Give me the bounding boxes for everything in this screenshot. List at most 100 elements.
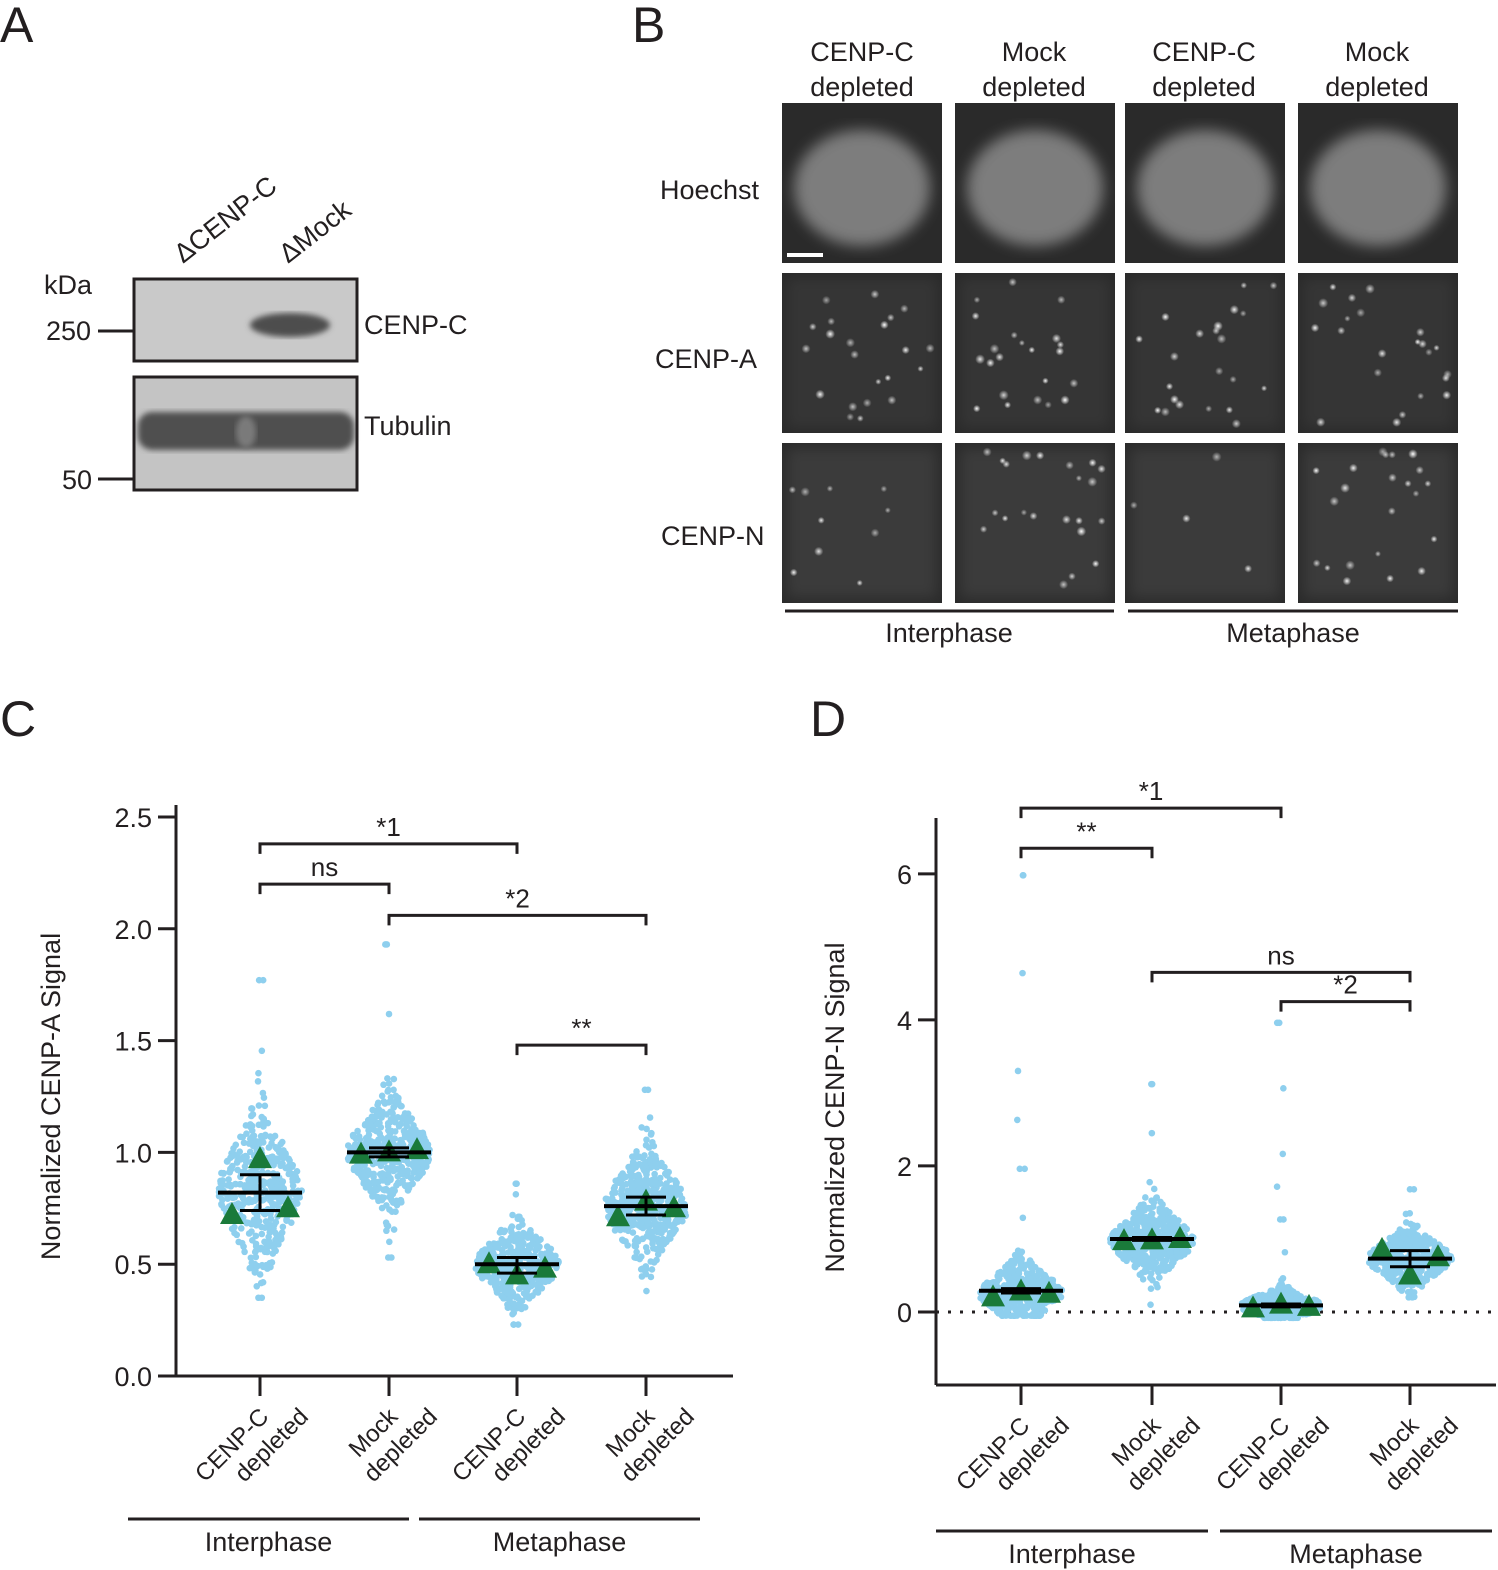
column-header: CENP-C depleted: [810, 37, 914, 102]
replicate-mean-marker: [606, 1204, 630, 1227]
data-point: [1131, 1263, 1139, 1271]
y-tick-label: 1.5: [114, 1027, 152, 1057]
data-point: [629, 1153, 636, 1160]
data-point: [537, 1236, 544, 1243]
data-point: [642, 1263, 650, 1270]
data-point: [1134, 1227, 1141, 1235]
micrograph-tile: [1298, 103, 1458, 263]
data-point: [632, 1254, 640, 1262]
y-tick-label: 6: [897, 860, 912, 890]
data-point: [379, 1108, 386, 1116]
panel-d: D 0 2 4 6 Normalized CENP-N Signal CENP-Cdepl…: [810, 691, 1496, 1569]
data-point: [257, 1244, 265, 1252]
data-point: [509, 1310, 516, 1318]
data-point: [1414, 1232, 1421, 1239]
data-point: [404, 1115, 412, 1123]
x-category-label: CENP-Cdepleted: [1211, 1392, 1335, 1516]
data-point: [678, 1195, 686, 1202]
data-point: [1150, 1185, 1158, 1193]
data-point: [356, 1136, 364, 1143]
data-point: [1389, 1237, 1397, 1244]
data-point: [268, 1193, 275, 1201]
significance-bracket: ns: [258, 852, 391, 895]
data-point: [1398, 1287, 1406, 1294]
data-point: [1165, 1265, 1173, 1273]
data-point: [238, 1239, 246, 1247]
data-point: [1028, 1264, 1035, 1272]
data-point: [532, 1247, 539, 1254]
significance-bracket: **: [1019, 816, 1154, 859]
data-point: [254, 1078, 262, 1085]
data-point: [1023, 1270, 1031, 1277]
x-category-label: Mockdepleted: [1102, 1392, 1206, 1496]
blot-cenpc: [132, 277, 359, 363]
data-point: [654, 1251, 662, 1258]
data-point: [1140, 1252, 1148, 1260]
data-point: [495, 1286, 503, 1293]
data-point: [615, 1177, 623, 1185]
data-point: [270, 1244, 278, 1252]
data-point: [634, 1181, 641, 1188]
data-point: [366, 1120, 374, 1128]
column-header: Mock depleted: [1325, 37, 1429, 102]
data-point: [382, 941, 389, 948]
data-point: [386, 1238, 393, 1246]
data-point: [1161, 1225, 1169, 1232]
data-point: [1033, 1306, 1041, 1313]
data-point: [611, 1198, 618, 1206]
data-point: [256, 1140, 263, 1147]
data-point: [548, 1253, 556, 1260]
data-point: [672, 1180, 680, 1188]
data-point: [640, 1179, 647, 1186]
data-point: [397, 1196, 404, 1204]
data-point: [401, 1182, 409, 1189]
data-point: [1281, 1248, 1289, 1256]
data-point: [1057, 1293, 1065, 1301]
data-point: [249, 1237, 256, 1244]
data-point: [234, 1166, 241, 1174]
data-point: [255, 1102, 263, 1109]
data-point: [413, 1163, 421, 1171]
data-point: [1381, 1269, 1389, 1276]
data-point: [504, 1239, 512, 1247]
data-point: [416, 1129, 423, 1137]
significance-label: ns: [311, 852, 338, 882]
data-point: [1262, 1292, 1270, 1300]
data-point: [258, 1230, 266, 1238]
micrograph-tile: [955, 103, 1115, 263]
data-point: [385, 1080, 393, 1087]
x-category-label: CENP-Cdepleted: [447, 1383, 571, 1507]
data-point: [1279, 1274, 1287, 1282]
data-point: [1372, 1265, 1380, 1273]
mean-errorbar: [979, 1287, 1063, 1295]
data-point: [643, 1136, 650, 1144]
data-point: [260, 1094, 268, 1102]
data-point: [657, 1197, 665, 1204]
column-header: Mock depleted: [982, 37, 1086, 102]
data-point: [510, 1321, 517, 1328]
data-point: [629, 1158, 637, 1166]
data-point: [664, 1236, 671, 1244]
data-point: [478, 1247, 486, 1255]
data-point: [257, 1279, 265, 1287]
data-point: [231, 1193, 239, 1201]
data-point: [637, 1219, 645, 1227]
data-point: [368, 1113, 376, 1121]
panel-c: C 0.0 0.5 1.0 1.5 2.0 2.5 Normalized CENP-A Si…: [0, 691, 733, 1557]
y-tick-label: 2: [897, 1152, 912, 1182]
data-point: [1275, 1284, 1282, 1291]
y-tick-label: 0.5: [114, 1250, 152, 1280]
data-point: [646, 1114, 654, 1121]
data-point: [651, 1170, 658, 1178]
data-point: [1147, 1301, 1154, 1308]
data-point: [498, 1235, 506, 1243]
data-point: [1148, 1129, 1156, 1137]
data-point: [482, 1272, 490, 1280]
data-point: [247, 1254, 255, 1262]
data-point: [1142, 1219, 1150, 1227]
data-point: [1273, 1183, 1281, 1190]
data-point: [375, 1119, 383, 1127]
y-tick-label: 0.0: [114, 1362, 152, 1392]
data-point: [380, 1081, 387, 1089]
data-point: [248, 1259, 256, 1267]
